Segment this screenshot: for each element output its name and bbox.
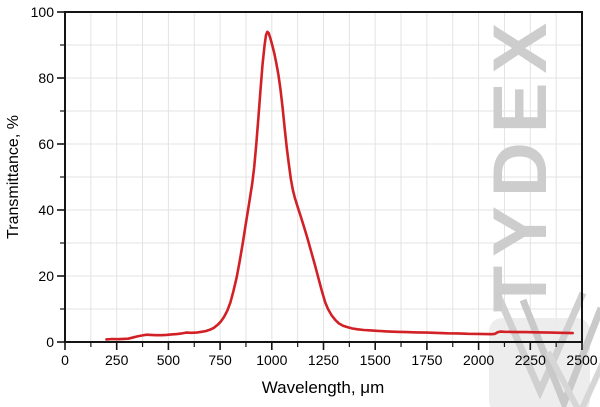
axis-ticks xyxy=(57,11,583,350)
logo-chevron-2 xyxy=(519,298,600,407)
x-tick-label: 1000 xyxy=(256,352,287,368)
y-tick-label: 100 xyxy=(31,4,55,20)
x-axis-title: Wavelength, μm xyxy=(262,378,385,397)
x-tick-label: 1250 xyxy=(308,352,339,368)
watermark-text: TYDEX xyxy=(478,14,563,312)
watermark-group: TYDEX xyxy=(478,14,600,407)
y-tick-label: 40 xyxy=(38,202,54,218)
x-tick-label: 2250 xyxy=(515,352,546,368)
series-curve xyxy=(105,30,575,341)
y-tick-label: 0 xyxy=(46,334,54,350)
plot-frame xyxy=(64,11,583,343)
logo-chevron-1 xyxy=(493,291,587,400)
tydex-chevron-logo xyxy=(489,291,600,407)
x-tick-label: 250 xyxy=(105,352,129,368)
x-tick-label: 2500 xyxy=(566,352,597,368)
y-tick-label: 60 xyxy=(38,136,54,152)
x-tick-labels: 0 250 500 750 1000 1250 1500 1750 2000 2250 2500 xyxy=(61,352,598,368)
x-tick-label: 1750 xyxy=(411,352,442,368)
y-tick-labels: 0 20 40 60 80 100 xyxy=(31,4,55,350)
x-tick-label: 750 xyxy=(208,352,232,368)
x-tick-label: 500 xyxy=(157,352,181,368)
x-tick-label: 0 xyxy=(61,352,69,368)
gridlines xyxy=(65,12,582,342)
y-tick-label: 80 xyxy=(38,70,54,86)
logo-chevron-3 xyxy=(545,350,600,407)
transmittance-curve xyxy=(105,30,575,341)
x-tick-label: 1500 xyxy=(360,352,391,368)
y-tick-label: 20 xyxy=(38,268,54,284)
x-tick-label: 2000 xyxy=(463,352,494,368)
y-axis-title: Transmittance, % xyxy=(5,115,22,239)
